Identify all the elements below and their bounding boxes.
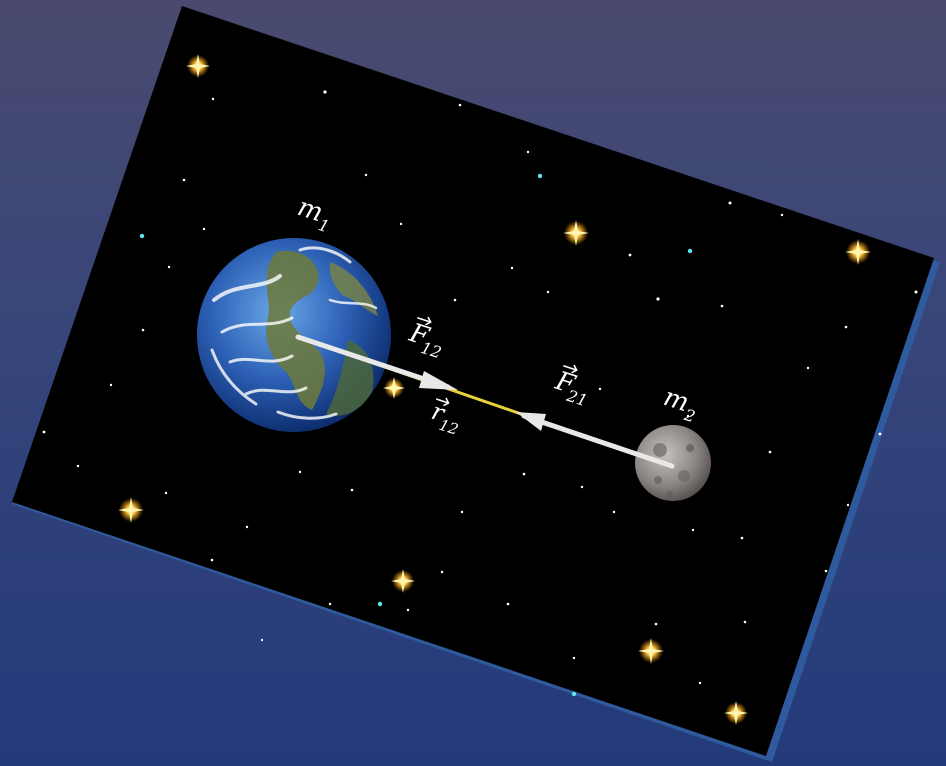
star-icon bbox=[118, 54, 871, 725]
cyan-stars bbox=[139, 173, 693, 697]
label-r12: r 12 bbox=[428, 397, 461, 439]
vector-F12 bbox=[295, 334, 458, 390]
vector-F21 bbox=[516, 412, 675, 469]
earth-icon bbox=[197, 238, 391, 432]
space-background bbox=[12, 6, 934, 756]
svg-text:12: 12 bbox=[437, 416, 461, 439]
star-field bbox=[42, 90, 918, 685]
moon-icon bbox=[635, 425, 711, 501]
